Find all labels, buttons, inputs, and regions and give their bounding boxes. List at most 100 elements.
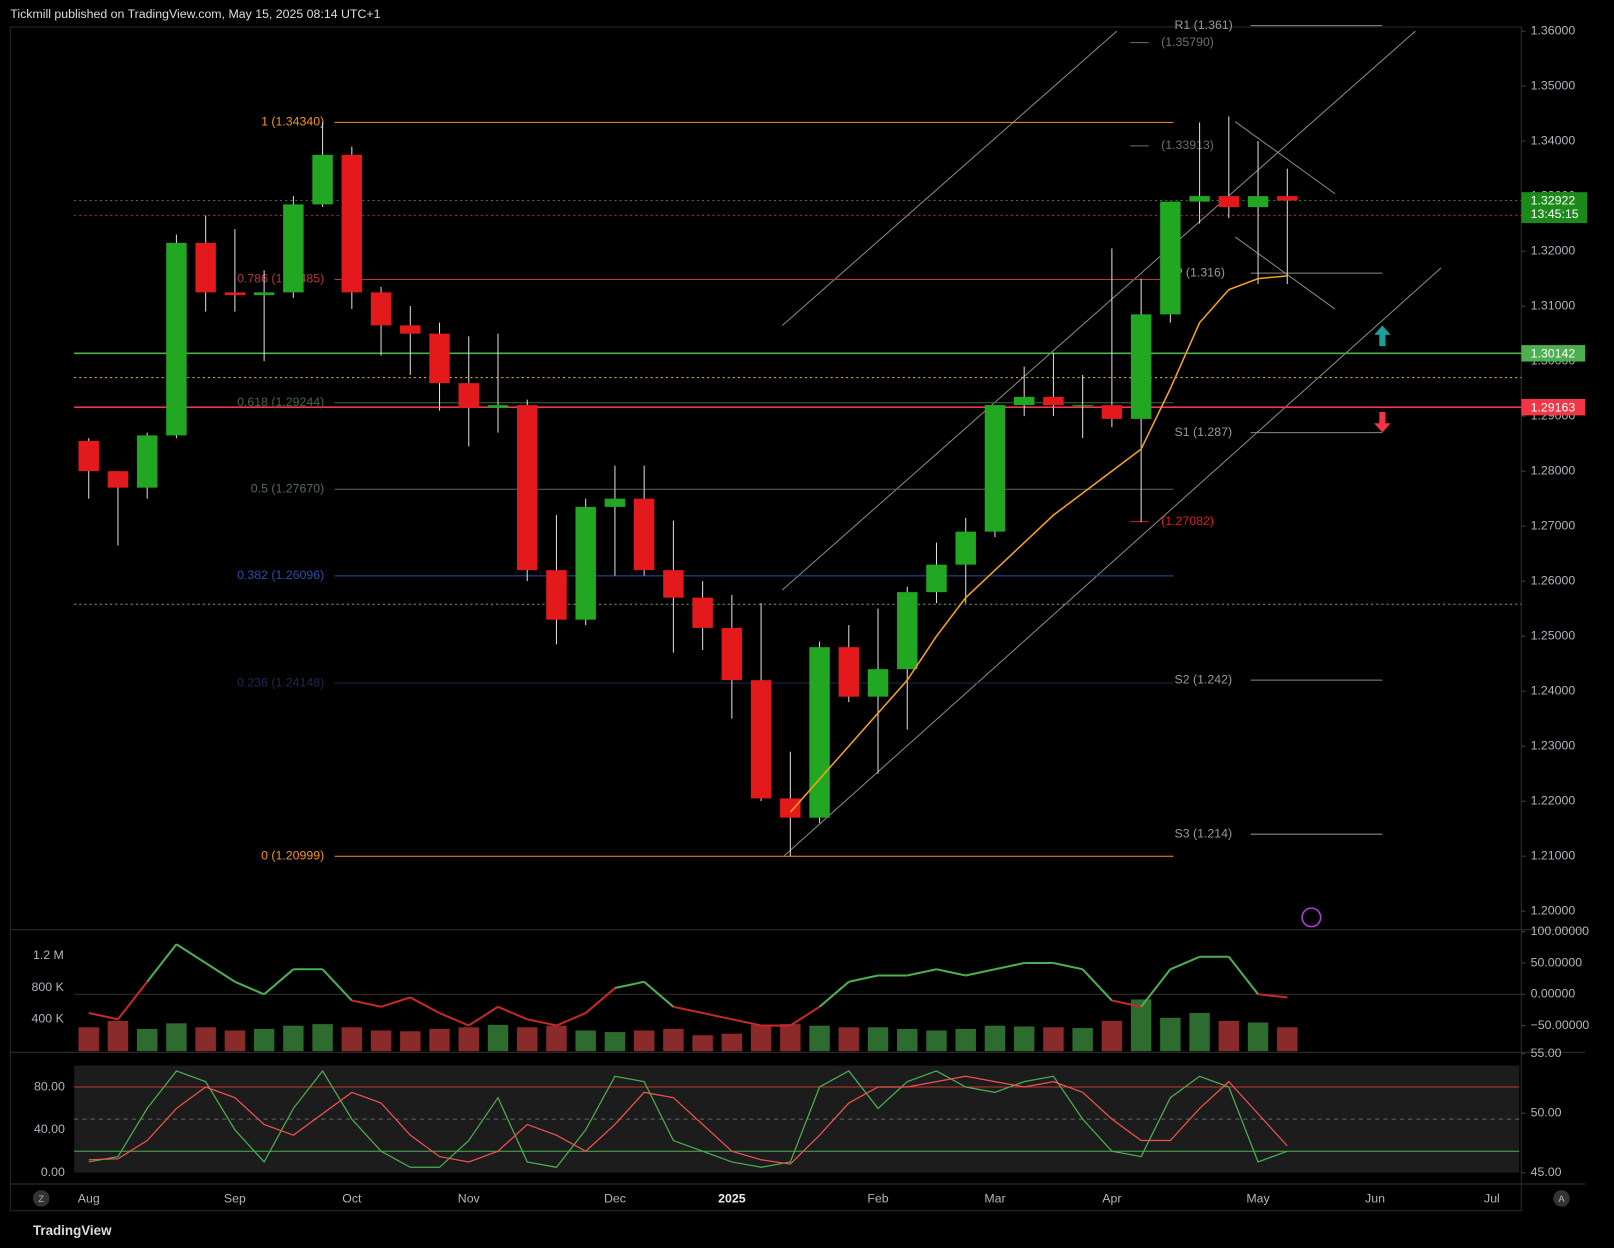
tick-label: 1.34000: [1531, 133, 1576, 147]
volume-bar: [692, 1035, 713, 1052]
tick-label: 1.24000: [1531, 683, 1576, 697]
oscillator-segment: [731, 1018, 762, 1027]
annotation-label: (1.35790): [1161, 35, 1214, 49]
candle-body: [1247, 196, 1269, 208]
volume-bar: [429, 1028, 450, 1052]
candle-body: [195, 242, 216, 293]
oscillator-segment: [380, 996, 411, 1008]
oscillator-segment: [673, 1005, 703, 1015]
volume-bar: [780, 1024, 801, 1052]
candle-body: [341, 154, 363, 293]
oscillator-segment: [205, 962, 236, 983]
price-tag-label: 1.30142: [1531, 347, 1576, 361]
candle-body: [809, 647, 830, 818]
stoch-line: [88, 1075, 1288, 1165]
fib-label: 0.236 (1.24148): [237, 675, 324, 689]
oscillator-segment: [936, 968, 966, 977]
candle-body: [487, 405, 509, 408]
volume-bar: [136, 1028, 158, 1052]
volume-bar: [1043, 1027, 1064, 1052]
fib-label: 1 (1.34340): [261, 115, 324, 129]
candle-body: [692, 597, 713, 628]
candle-body: [575, 506, 596, 620]
control-button[interactable]: [32, 1190, 50, 1207]
oscillator-segment: [351, 999, 382, 1008]
control-label[interactable]: A: [1558, 1194, 1565, 1204]
fib-label: 0 (1.20999): [261, 849, 324, 863]
control-button[interactable]: [1553, 1190, 1570, 1207]
tick-label: 100.00000: [1531, 924, 1589, 938]
last-price-tag: [1521, 192, 1588, 224]
candle-body: [78, 440, 99, 472]
candle-body: [1013, 396, 1035, 406]
volume-bar: [546, 1025, 567, 1052]
oscillator-segment: [1257, 993, 1288, 999]
candle-body: [955, 531, 976, 565]
oscillator-segment: [175, 943, 207, 964]
volume-bar: [283, 1025, 304, 1052]
x-tick-label: Jun: [1365, 1192, 1385, 1206]
price-tag: [1521, 345, 1586, 362]
oscillator-segment: [556, 1012, 587, 1027]
volume-bar: [487, 1024, 509, 1052]
tick-label: 1.35000: [1531, 78, 1576, 92]
candle-body: [1160, 201, 1181, 315]
tick-label: 1.22000: [1531, 793, 1576, 807]
volume-bar: [78, 1027, 99, 1052]
volume-bar: [1072, 1028, 1093, 1052]
volume-bar: [1247, 1022, 1269, 1052]
y-tick-label: 80.00: [34, 1079, 65, 1093]
candle-body: [1189, 196, 1210, 202]
candle-body: [750, 680, 772, 799]
event-icon[interactable]: [1301, 907, 1322, 928]
x-tick-label: Oct: [342, 1192, 362, 1206]
x-tick-label: 2025: [718, 1192, 746, 1206]
volume-bar: [809, 1025, 830, 1052]
channel-line: [781, 30, 1118, 326]
volume-bar: [458, 1027, 479, 1052]
tick-label: −50.00000: [1531, 1018, 1590, 1032]
oscillator-segment: [702, 1012, 733, 1021]
control-label[interactable]: Z: [38, 1194, 44, 1204]
volume-bar: [1160, 1017, 1181, 1052]
candle-body: [1072, 405, 1093, 407]
price-tag: [1521, 398, 1586, 416]
y-tick-label: 400 K: [32, 1012, 65, 1026]
x-tick-label: Aug: [78, 1192, 100, 1206]
x-tick-label: Apr: [1102, 1192, 1121, 1206]
x-tick-label: Feb: [867, 1192, 888, 1206]
stoch-line: [88, 1069, 1288, 1168]
volume-bar: [897, 1028, 918, 1052]
volume-bar: [575, 1030, 596, 1052]
candle-body: [926, 564, 947, 593]
oscillator-segment: [965, 968, 996, 977]
candle-body: [1218, 196, 1240, 208]
volume-bar: [926, 1030, 947, 1052]
tick-label: 45.00: [1531, 1165, 1562, 1179]
annotation-label: (1.27082): [1161, 514, 1214, 528]
candle-body: [1043, 396, 1064, 406]
candle-body: [429, 333, 450, 384]
pivot-label: R1 (1.361): [1174, 18, 1232, 32]
volume-bar: [516, 1027, 538, 1052]
tick-label: 0.00000: [1531, 987, 1576, 1001]
volume-bar: [867, 1027, 889, 1052]
price-tag-label: 1.29163: [1531, 400, 1576, 414]
oscillator-segment: [1081, 968, 1113, 1002]
oscillator-segment: [907, 968, 937, 977]
y-tick-label: 800 K: [32, 980, 65, 994]
channel-line: [1234, 121, 1336, 195]
volume-bar: [1218, 1020, 1240, 1052]
tick-label: 50.00: [1531, 1105, 1562, 1119]
oscillator-segment: [994, 962, 1025, 971]
tick-label: 1.26000: [1531, 573, 1576, 587]
candle-body: [984, 405, 1006, 532]
tick-label: 50.00000: [1531, 955, 1583, 969]
oscillator-segment: [146, 943, 178, 983]
oscillator-segment: [1140, 968, 1172, 1008]
candle-body: [458, 383, 479, 408]
oscillator-segment: [439, 1012, 470, 1027]
tick-label: 1.21000: [1531, 848, 1576, 862]
oscillator-segment: [789, 1005, 821, 1027]
